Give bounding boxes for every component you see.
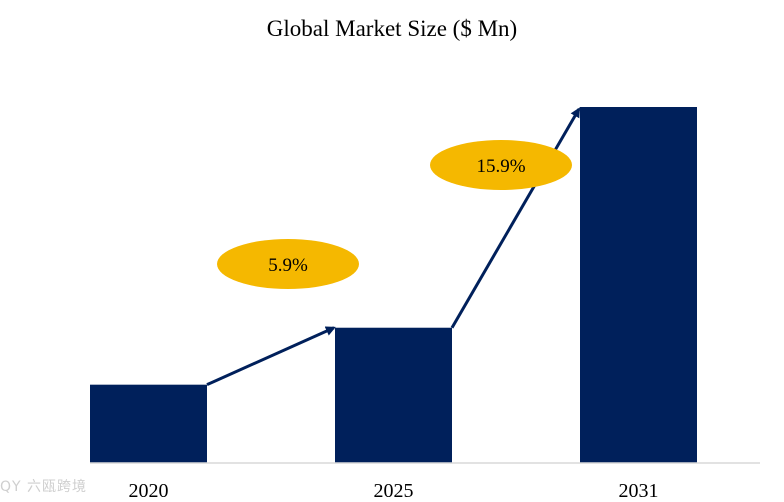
growth-arrow-2025-2031 xyxy=(450,107,581,329)
growth-badge-2020-2025 xyxy=(217,239,359,289)
x-tick-label-2031: 2031 xyxy=(619,480,659,502)
bar-2031 xyxy=(580,107,697,463)
x-tick-label-2025: 2025 xyxy=(374,480,414,502)
growth-rate-label-2020-2025: 5.9% xyxy=(268,255,308,276)
bar-2020 xyxy=(90,384,207,463)
x-tick-label-2020: 2020 xyxy=(129,480,169,502)
watermark-logo: QY 六瓯跨境 xyxy=(0,479,88,495)
growth-rate-label-2025-2031: 15.9% xyxy=(476,156,525,177)
growth-arrow-2020-2025 xyxy=(206,326,336,387)
chart-title: Global Market Size ($ Mn) xyxy=(266,16,518,41)
bar-2025 xyxy=(335,327,452,463)
growth-badge-2025-2031 xyxy=(430,140,572,190)
